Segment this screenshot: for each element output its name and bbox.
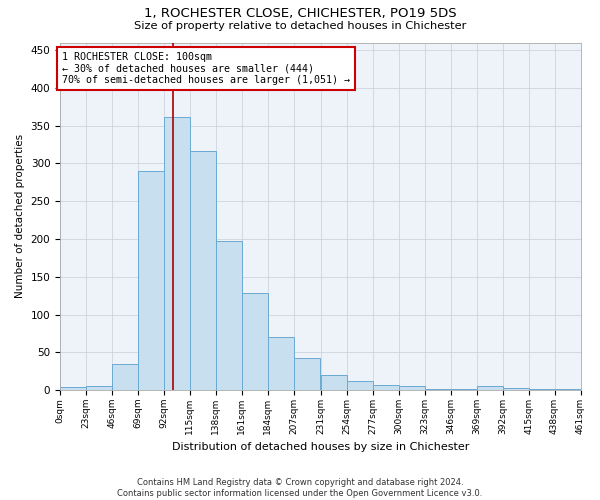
Bar xyxy=(112,364,138,390)
Bar xyxy=(190,150,216,390)
Bar xyxy=(529,388,554,390)
X-axis label: Distribution of detached houses by size in Chichester: Distribution of detached houses by size … xyxy=(172,442,469,452)
Bar xyxy=(321,375,347,390)
Text: 1 ROCHESTER CLOSE: 100sqm
← 30% of detached houses are smaller (444)
70% of semi: 1 ROCHESTER CLOSE: 100sqm ← 30% of detac… xyxy=(62,52,350,85)
Text: Size of property relative to detached houses in Chichester: Size of property relative to detached ho… xyxy=(134,21,466,31)
Bar xyxy=(425,388,451,390)
Bar xyxy=(347,381,373,390)
Bar xyxy=(242,294,268,390)
Bar xyxy=(399,386,425,390)
Bar xyxy=(60,387,86,390)
Y-axis label: Number of detached properties: Number of detached properties xyxy=(15,134,25,298)
Bar xyxy=(164,116,190,390)
Bar xyxy=(86,386,112,390)
Bar xyxy=(373,385,399,390)
Bar xyxy=(476,386,503,390)
Text: Contains HM Land Registry data © Crown copyright and database right 2024.
Contai: Contains HM Land Registry data © Crown c… xyxy=(118,478,482,498)
Bar xyxy=(294,358,320,390)
Bar xyxy=(503,388,529,390)
Bar xyxy=(268,337,294,390)
Text: 1, ROCHESTER CLOSE, CHICHESTER, PO19 5DS: 1, ROCHESTER CLOSE, CHICHESTER, PO19 5DS xyxy=(143,8,457,20)
Bar xyxy=(138,171,164,390)
Bar xyxy=(216,242,242,390)
